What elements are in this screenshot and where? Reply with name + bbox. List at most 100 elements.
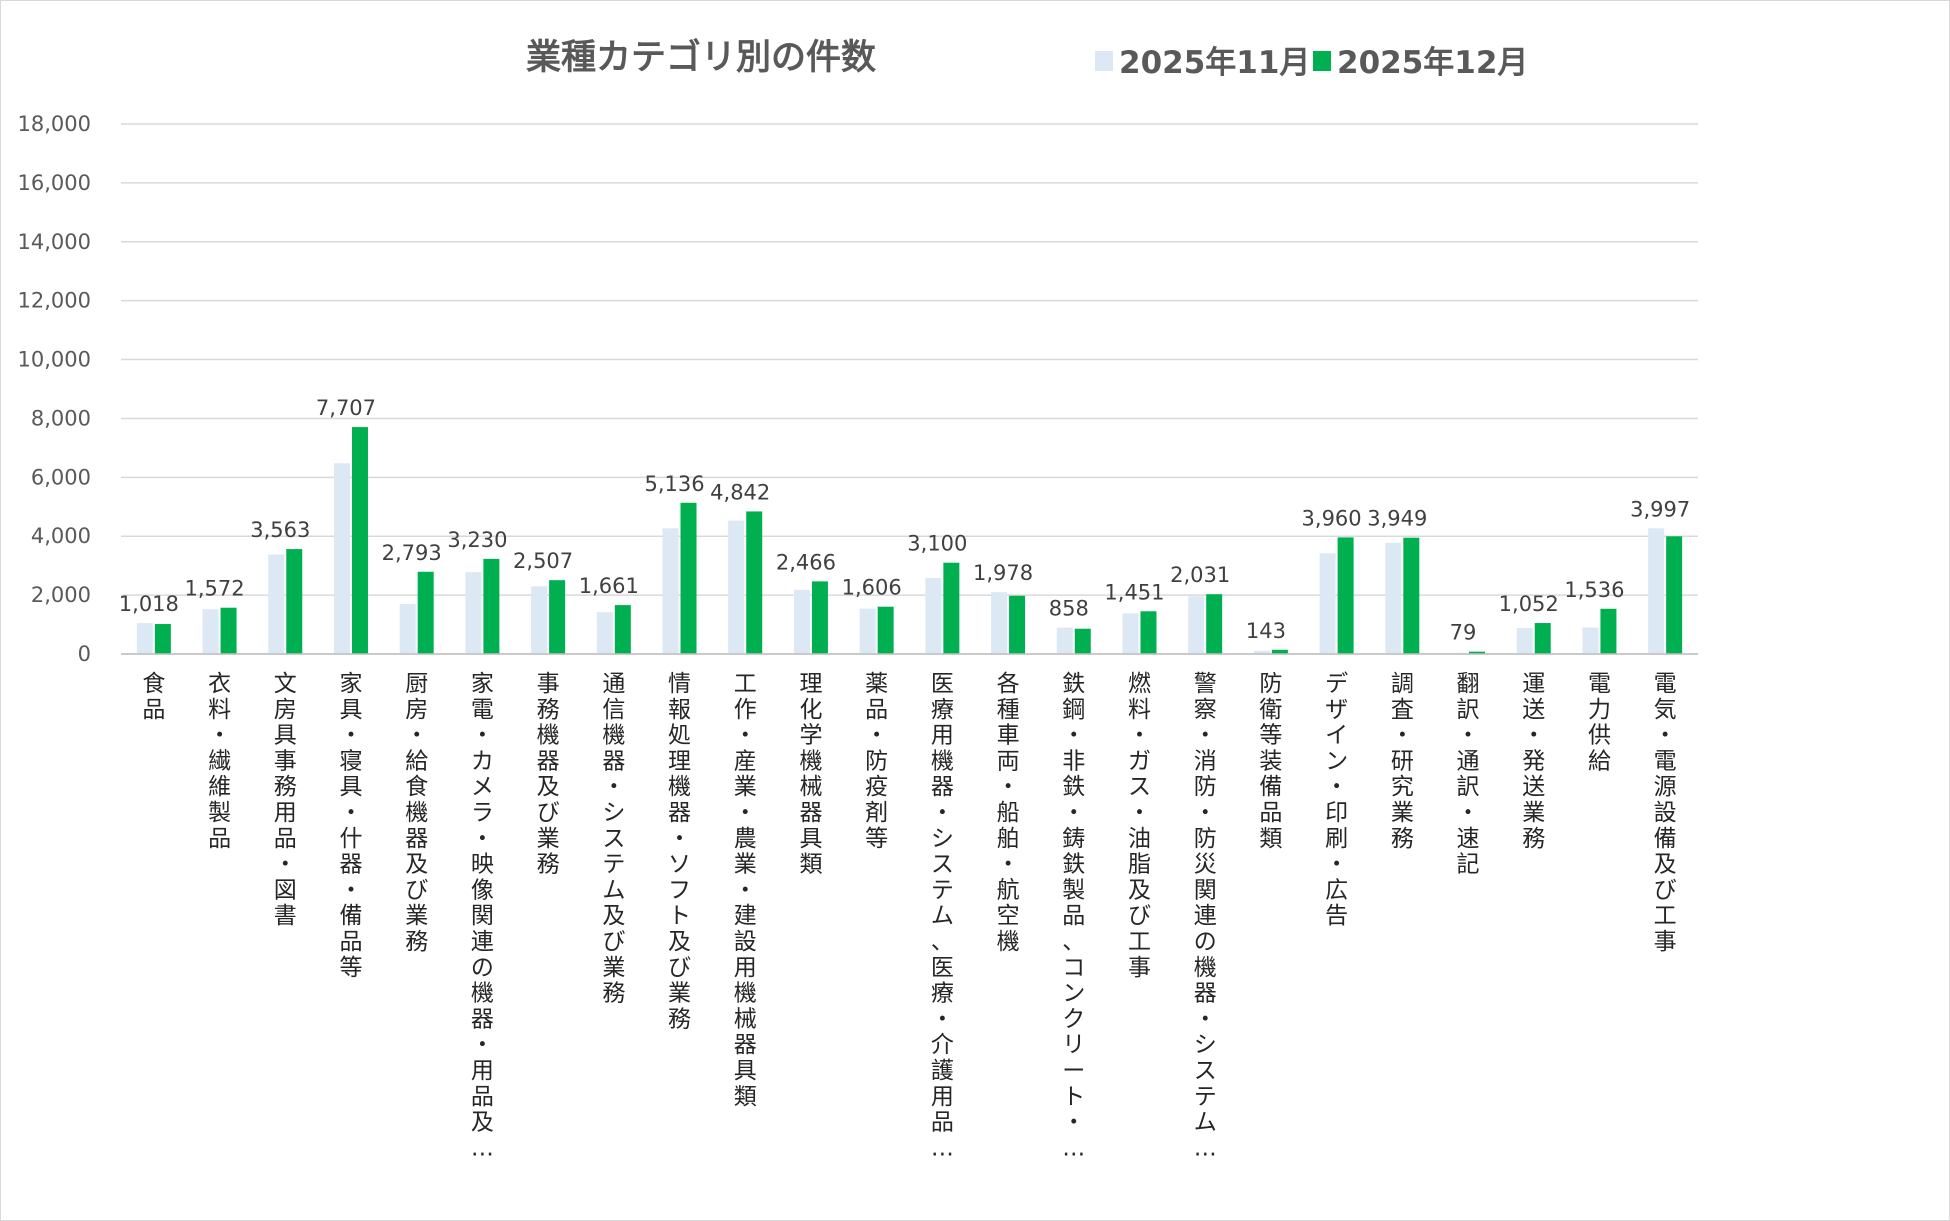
- bars: [136, 427, 1683, 654]
- bar-2025-11: [1253, 650, 1270, 654]
- bar-2025-11: [662, 528, 679, 654]
- x-tick-label: 電気・電源設備及び工事: [1654, 671, 1677, 955]
- x-tick-label: 厨房・給食機器及び業務: [405, 671, 428, 955]
- bar-2025-11: [1122, 613, 1139, 654]
- x-tick-label: 衣料・繊維製品: [208, 671, 231, 852]
- legend-label-2025-12: 2025年12月: [1337, 45, 1528, 81]
- y-tick-label: 4,000: [31, 524, 91, 548]
- bar-2025-12: [1074, 628, 1091, 654]
- data-label: 4,842: [710, 480, 770, 504]
- bar-2025-12: [1337, 537, 1354, 654]
- bar-2025-11: [1056, 627, 1073, 654]
- chart-title: 業種カテゴリ別の件数: [526, 37, 876, 78]
- bar-2025-11: [596, 612, 613, 654]
- data-label: 2,031: [1170, 563, 1230, 587]
- bar-2025-12: [286, 549, 303, 654]
- x-tick-label: 情報処理機器・ソフト及び業務: [668, 671, 691, 1032]
- x-tick-label: 家電・カメラ・映像関連の機器・用品及…: [471, 671, 494, 1161]
- legend-label-2025-11: 2025年11月: [1119, 45, 1310, 81]
- y-tick-label: 18,000: [18, 112, 91, 136]
- x-tick-label: 翻訳・通訳・速記: [1457, 671, 1480, 878]
- y-tick-label: 6,000: [31, 465, 91, 489]
- bar-2025-11: [136, 623, 153, 654]
- x-axis: 食品 衣料・繊維製品 文房具事務用品・図書 家具・寝具・什器・備品等 厨房・給食機器及び…: [121, 653, 1698, 1161]
- y-tick-label: 14,000: [18, 230, 91, 254]
- data-label: 3,100: [907, 532, 967, 556]
- bar-2025-12: [1009, 595, 1026, 654]
- x-tick-label: デザイン・印刷・広告: [1325, 671, 1348, 929]
- bar-2025-11: [1648, 528, 1665, 654]
- x-tick-label: 通信機器・システム及び業務: [602, 671, 625, 1007]
- bar-2025-12: [1600, 608, 1617, 654]
- bar-2025-11: [531, 586, 548, 654]
- data-label: 1,978: [973, 561, 1033, 585]
- x-tick-label: 理化学機械器具類: [799, 671, 822, 878]
- y-tick-label: 12,000: [18, 289, 91, 313]
- bar-2025-12: [680, 502, 697, 654]
- bar-2025-12: [877, 606, 894, 654]
- legend-swatch-2025-12: [1313, 51, 1331, 71]
- data-label: 1,536: [1564, 578, 1624, 602]
- data-label: 1,606: [842, 576, 902, 600]
- bar-2025-12: [351, 427, 368, 654]
- x-tick-label: 家具・寝具・什器・備品等: [339, 671, 362, 981]
- x-tick-label: 薬品・防疫剤等: [865, 671, 888, 852]
- bar-2025-11: [1188, 596, 1205, 654]
- data-label: 3,997: [1630, 497, 1690, 521]
- bar-2025-12: [1534, 623, 1551, 654]
- data-label: 3,949: [1367, 507, 1427, 531]
- data-label: 3,230: [447, 528, 507, 552]
- data-label: 858: [1049, 597, 1089, 621]
- bar-2025-11: [1319, 553, 1336, 654]
- bar-2025-12: [1271, 649, 1288, 654]
- data-label: 3,960: [1302, 506, 1362, 530]
- gridlines: [121, 123, 1698, 655]
- x-tick-label: 電力供給: [1588, 671, 1611, 774]
- x-tick-label: 事務機器及び業務: [537, 671, 560, 878]
- x-tick-label: 各種車両・船舶・航空機: [997, 671, 1020, 955]
- bar-2025-11: [202, 609, 219, 654]
- bar-2025-12: [1403, 537, 1420, 654]
- data-label: 1,572: [185, 577, 245, 601]
- y-tick-label: 8,000: [31, 406, 91, 430]
- data-label: 1,018: [119, 592, 179, 616]
- bar-2025-11: [1516, 628, 1533, 654]
- x-tick-label: 食品: [142, 671, 165, 723]
- data-label: 1,451: [1104, 580, 1164, 604]
- bar-2025-12: [483, 558, 500, 654]
- bar-2025-12: [811, 581, 828, 654]
- y-tick-label: 16,000: [18, 171, 91, 195]
- x-tick-label: 燃料・ガス・油脂及び工事: [1128, 671, 1151, 981]
- bar-2025-12: [220, 607, 237, 654]
- data-label: 7,707: [316, 396, 376, 420]
- legend: 2025年11月 2025年12月: [1095, 45, 1528, 81]
- bar-2025-11: [728, 520, 745, 654]
- x-tick-label: 防衛等装備品類: [1259, 671, 1282, 852]
- x-tick-label: 運送・発送業務: [1522, 671, 1545, 852]
- bar-2025-12: [417, 571, 434, 654]
- x-tick-label: 鉄鋼・非鉄・鋳鉄製品、コンクリート・…: [1062, 671, 1085, 1161]
- bar-2025-12: [1469, 651, 1486, 654]
- bar-2025-11: [465, 572, 482, 654]
- x-tick-label: 工作・産業・農業・建設用機械器具類: [734, 671, 757, 1110]
- x-tick-label: 医療用機器・システム、医療・介護用品…: [931, 671, 954, 1161]
- data-label: 79: [1450, 621, 1477, 645]
- bar-2025-11: [991, 592, 1008, 654]
- bar-2025-11: [399, 603, 416, 654]
- legend-swatch-2025-11: [1095, 51, 1113, 71]
- bar-2025-11: [1385, 542, 1402, 654]
- x-tick-label: 文房具事務用品・図書: [274, 671, 297, 929]
- x-tick-label: 調査・研究業務: [1391, 671, 1414, 852]
- bar-2025-12: [154, 624, 171, 654]
- data-label: 1,052: [1499, 592, 1559, 616]
- data-label: 3,563: [250, 518, 310, 542]
- bar-2025-12: [746, 511, 763, 654]
- bar-2025-11: [859, 608, 876, 654]
- y-tick-label: 2,000: [31, 583, 91, 607]
- bar-2025-11: [1582, 627, 1599, 654]
- y-axis: 0 2,000 4,000 6,000 8,000 10,000 12,000 14,000 1…: [18, 112, 91, 666]
- bar-2025-12: [1206, 594, 1223, 654]
- bar-2025-12: [614, 605, 631, 654]
